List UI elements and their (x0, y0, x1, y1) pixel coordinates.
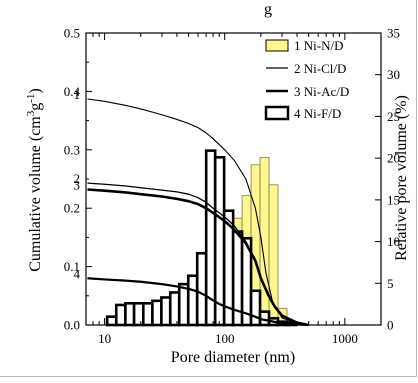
curve-1 (87, 98, 309, 326)
bar-ni-f-d-10 (186, 274, 199, 327)
legend-label-ni-f-d: 4 Ni-F/D (294, 106, 341, 121)
right-y-tick-label: 25 (387, 109, 400, 124)
right-y-tick-label: 0 (387, 318, 394, 333)
legend: 1 Ni-N/D 2 Ni-Cl/D 3 Ni-Ac/D 4 Ni-F/D (264, 38, 349, 121)
legend-label-ni-cl-d: 2 Ni-Cl/D (294, 61, 346, 76)
curve-label-2: 2 (74, 171, 81, 186)
right-y-axis-label: Relative pore volume (%) (393, 95, 410, 261)
curve-label-1: 1 (74, 87, 81, 102)
bar-ni-f-d-3 (124, 302, 136, 327)
legend-swatch-ni-n-d (265, 39, 289, 52)
curve-label-3: 3 (74, 178, 81, 193)
right-y-tick-label: 30 (387, 67, 400, 82)
left-y-tick-label: 0.3 (64, 142, 80, 157)
right-y-tick-label: 35 (387, 26, 400, 41)
bar-ni-f-d-4 (132, 302, 145, 327)
right-y-tick-label: 20 (387, 151, 400, 166)
left-y-tick-label: 0.1 (64, 259, 80, 274)
bar-ni-f-d-9 (177, 282, 190, 327)
bar-ni-f-d-17 (249, 289, 262, 327)
left-y-tick-label: 0.2 (64, 201, 80, 216)
right-y-tick-label: 5 (387, 276, 394, 291)
curve-label-4: 4 (74, 266, 81, 281)
curve-4 (87, 277, 309, 327)
cumulative-curves (87, 98, 309, 327)
x-tick-label: 100 (215, 331, 235, 346)
axes: 10 100 1000 0.0 0.1 0.2 0.3 0.4 0.5 0 5 10 15 20 25 30 3… (64, 26, 400, 347)
x-tick-label: 10 (98, 331, 111, 346)
curve-3 (87, 188, 309, 327)
left-y-axis-label: Cumulative volume (cm3g-1) (25, 88, 44, 272)
bar-ni-f-d-6 (151, 299, 163, 327)
bar-ni-f-d-2 (114, 303, 127, 327)
left-y-tick-label: 0.0 (64, 318, 80, 333)
right-y-tick-label: 10 (387, 234, 400, 249)
curve-labels: 1 23 4 (74, 87, 81, 281)
legend-label-ni-n-d: 1 Ni-N/D (294, 38, 343, 53)
legend-swatch-ni-f-d (264, 105, 290, 121)
x-tick-label: 1000 (332, 331, 358, 346)
right-y-tick-label: 15 (387, 192, 400, 207)
bar-ni-f-d-13 (213, 156, 226, 327)
bar-ni-f-d-1 (105, 315, 118, 327)
bar-ni-f-d-7 (160, 296, 172, 327)
bar-ni-f-d-11 (195, 251, 208, 327)
x-axis-label: Pore diameter (nm) (171, 349, 295, 366)
left-y-tick-label: 0.4 (64, 84, 81, 99)
bar-ni-f-d-8 (168, 291, 181, 327)
bar-ni-f-d-5 (142, 302, 154, 327)
chart-title-fragment: g (264, 1, 272, 18)
left-y-tick-label: 0.5 (64, 26, 80, 41)
legend-label-ni-ac-d: 3 Ni-Ac/D (294, 84, 349, 99)
white-bar-series (105, 149, 298, 327)
